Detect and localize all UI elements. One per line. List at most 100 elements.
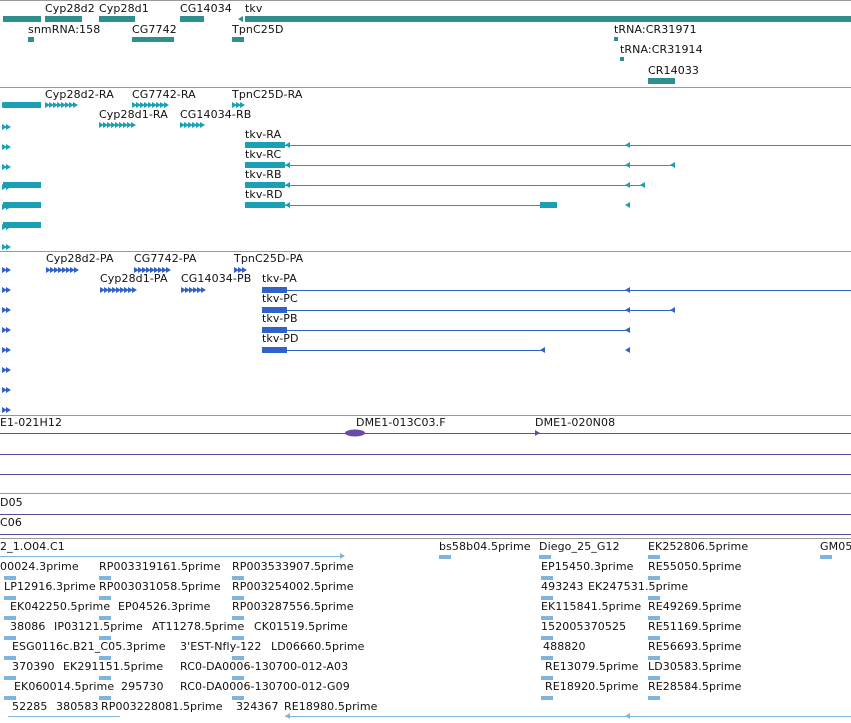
protein-label[interactable]: tkv-PA [262,272,297,285]
transcript-feature[interactable] [156,102,161,108]
est-label[interactable]: 52285 [12,700,48,713]
protein-feature[interactable] [142,267,147,273]
est-label[interactable]: GM05 [820,540,851,553]
protein-feature[interactable] [262,287,287,293]
transcript-feature[interactable] [236,102,241,108]
transcript-feature[interactable] [2,164,7,170]
est-label[interactable]: RP003031058.5prime [99,580,221,593]
protein-feature[interactable] [158,267,163,273]
est-label[interactable]: RE13079.5prime [545,660,639,673]
gene-feature[interactable] [180,16,204,22]
protein-feature[interactable] [189,287,194,293]
est-feature[interactable] [232,676,244,680]
protein-feature[interactable] [166,267,171,273]
est-feature[interactable] [4,576,16,580]
clone-feature[interactable] [535,430,540,436]
est-feature[interactable] [232,656,244,660]
protein-label[interactable]: tkv-PD [262,332,299,345]
protein-label[interactable]: CG7742-PA [134,252,197,265]
est-label[interactable]: EP04526.3prime [118,600,211,613]
gene-label[interactable]: tRNA:CR31914 [620,43,703,56]
transcript-label[interactable]: Cyp28d2-RA [45,88,114,101]
transcript-feature[interactable] [132,102,137,108]
gene-feature[interactable] [3,16,41,22]
gene-feature[interactable] [648,78,675,84]
clone-label[interactable]: D05 [0,496,23,509]
gene-feature[interactable] [232,37,244,42]
est-label[interactable]: 380583 [56,700,99,713]
transcript-feature[interactable] [540,202,557,208]
transcript-label[interactable]: tkv-RA [245,128,282,141]
transcript-feature[interactable] [2,144,7,150]
est-label[interactable]: RE18920.5prime [545,680,639,693]
transcript-label[interactable]: CG7742-RA [132,88,196,101]
transcript-feature[interactable] [73,102,78,108]
protein-feature[interactable] [2,267,7,273]
transcript-feature[interactable] [245,142,285,148]
transcript-feature[interactable] [245,162,285,168]
protein-feature[interactable] [238,267,243,273]
transcript-label[interactable]: TpnC25D-RA [232,88,303,101]
protein-feature[interactable] [6,327,11,333]
est-feature[interactable] [541,616,553,620]
transcript-feature[interactable] [625,202,630,208]
transcript-feature[interactable] [61,102,66,108]
est-label[interactable]: 488820 [543,640,586,653]
est-feature[interactable] [340,553,345,559]
transcript-feature[interactable] [285,202,290,208]
protein-feature[interactable] [193,287,198,293]
transcript-feature[interactable] [3,222,41,228]
est-feature[interactable] [232,636,244,640]
transcript-feature[interactable] [152,102,157,108]
transcript-feature[interactable] [285,182,290,188]
est-label[interactable]: 2_1.O04.C1 [0,540,65,553]
est-label[interactable]: EK252806.5prime [648,540,749,553]
est-label[interactable]: CK01519.5prime [254,620,348,633]
clone-label[interactable]: DME1-020N08 [535,416,616,429]
protein-feature[interactable] [112,287,117,293]
protein-label[interactable]: TpnC25D-PA [234,252,304,265]
est-label[interactable]: RE28584.5prime [648,680,742,693]
est-label[interactable]: EK042250.5prime [10,600,111,613]
protein-feature[interactable] [6,307,11,313]
est-feature[interactable] [541,636,553,640]
transcript-feature[interactable] [3,202,41,208]
est-feature[interactable] [232,616,244,620]
protein-feature[interactable] [138,267,143,273]
est-label[interactable]: LP12916.3prime [4,580,96,593]
protein-feature[interactable] [70,267,75,273]
protein-label[interactable]: tkv-PB [262,312,298,325]
est-feature[interactable] [99,636,111,640]
transcript-feature[interactable] [144,102,149,108]
transcript-feature[interactable] [232,102,237,108]
gene-label[interactable]: CG14034 [180,2,232,15]
transcript-feature[interactable] [6,144,11,150]
protein-label[interactable]: Cyp28d2-PA [46,252,114,265]
est-label[interactable]: RE55050.5prime [648,560,742,573]
est-feature[interactable] [541,696,553,700]
transcript-feature[interactable] [640,182,645,188]
est-feature[interactable] [4,596,16,600]
transcript-feature[interactable] [131,122,136,128]
est-feature[interactable] [648,616,660,620]
est-feature[interactable] [541,596,553,600]
protein-feature[interactable] [132,287,137,293]
transcript-feature[interactable] [136,102,141,108]
transcript-feature[interactable] [285,142,290,148]
clone-label[interactable]: E1-021H12 [0,416,63,429]
est-label[interactable]: IP03121.5prime [54,620,143,633]
est-feature[interactable] [99,616,111,620]
transcript-feature[interactable] [6,244,11,250]
protein-feature[interactable] [262,327,287,333]
transcript-label[interactable]: tkv-RC [245,148,282,161]
protein-feature[interactable] [108,287,113,293]
est-feature[interactable] [4,636,16,640]
est-feature[interactable] [820,555,832,559]
est-label[interactable]: bs58b04.5prime [439,540,531,553]
est-label[interactable]: Diego_25_G12 [539,540,620,553]
protein-feature[interactable] [181,287,186,293]
protein-feature[interactable] [104,287,109,293]
est-label[interactable]: RE56693.5prime [648,640,742,653]
transcript-feature[interactable] [6,164,11,170]
transcript-feature[interactable] [184,122,189,128]
